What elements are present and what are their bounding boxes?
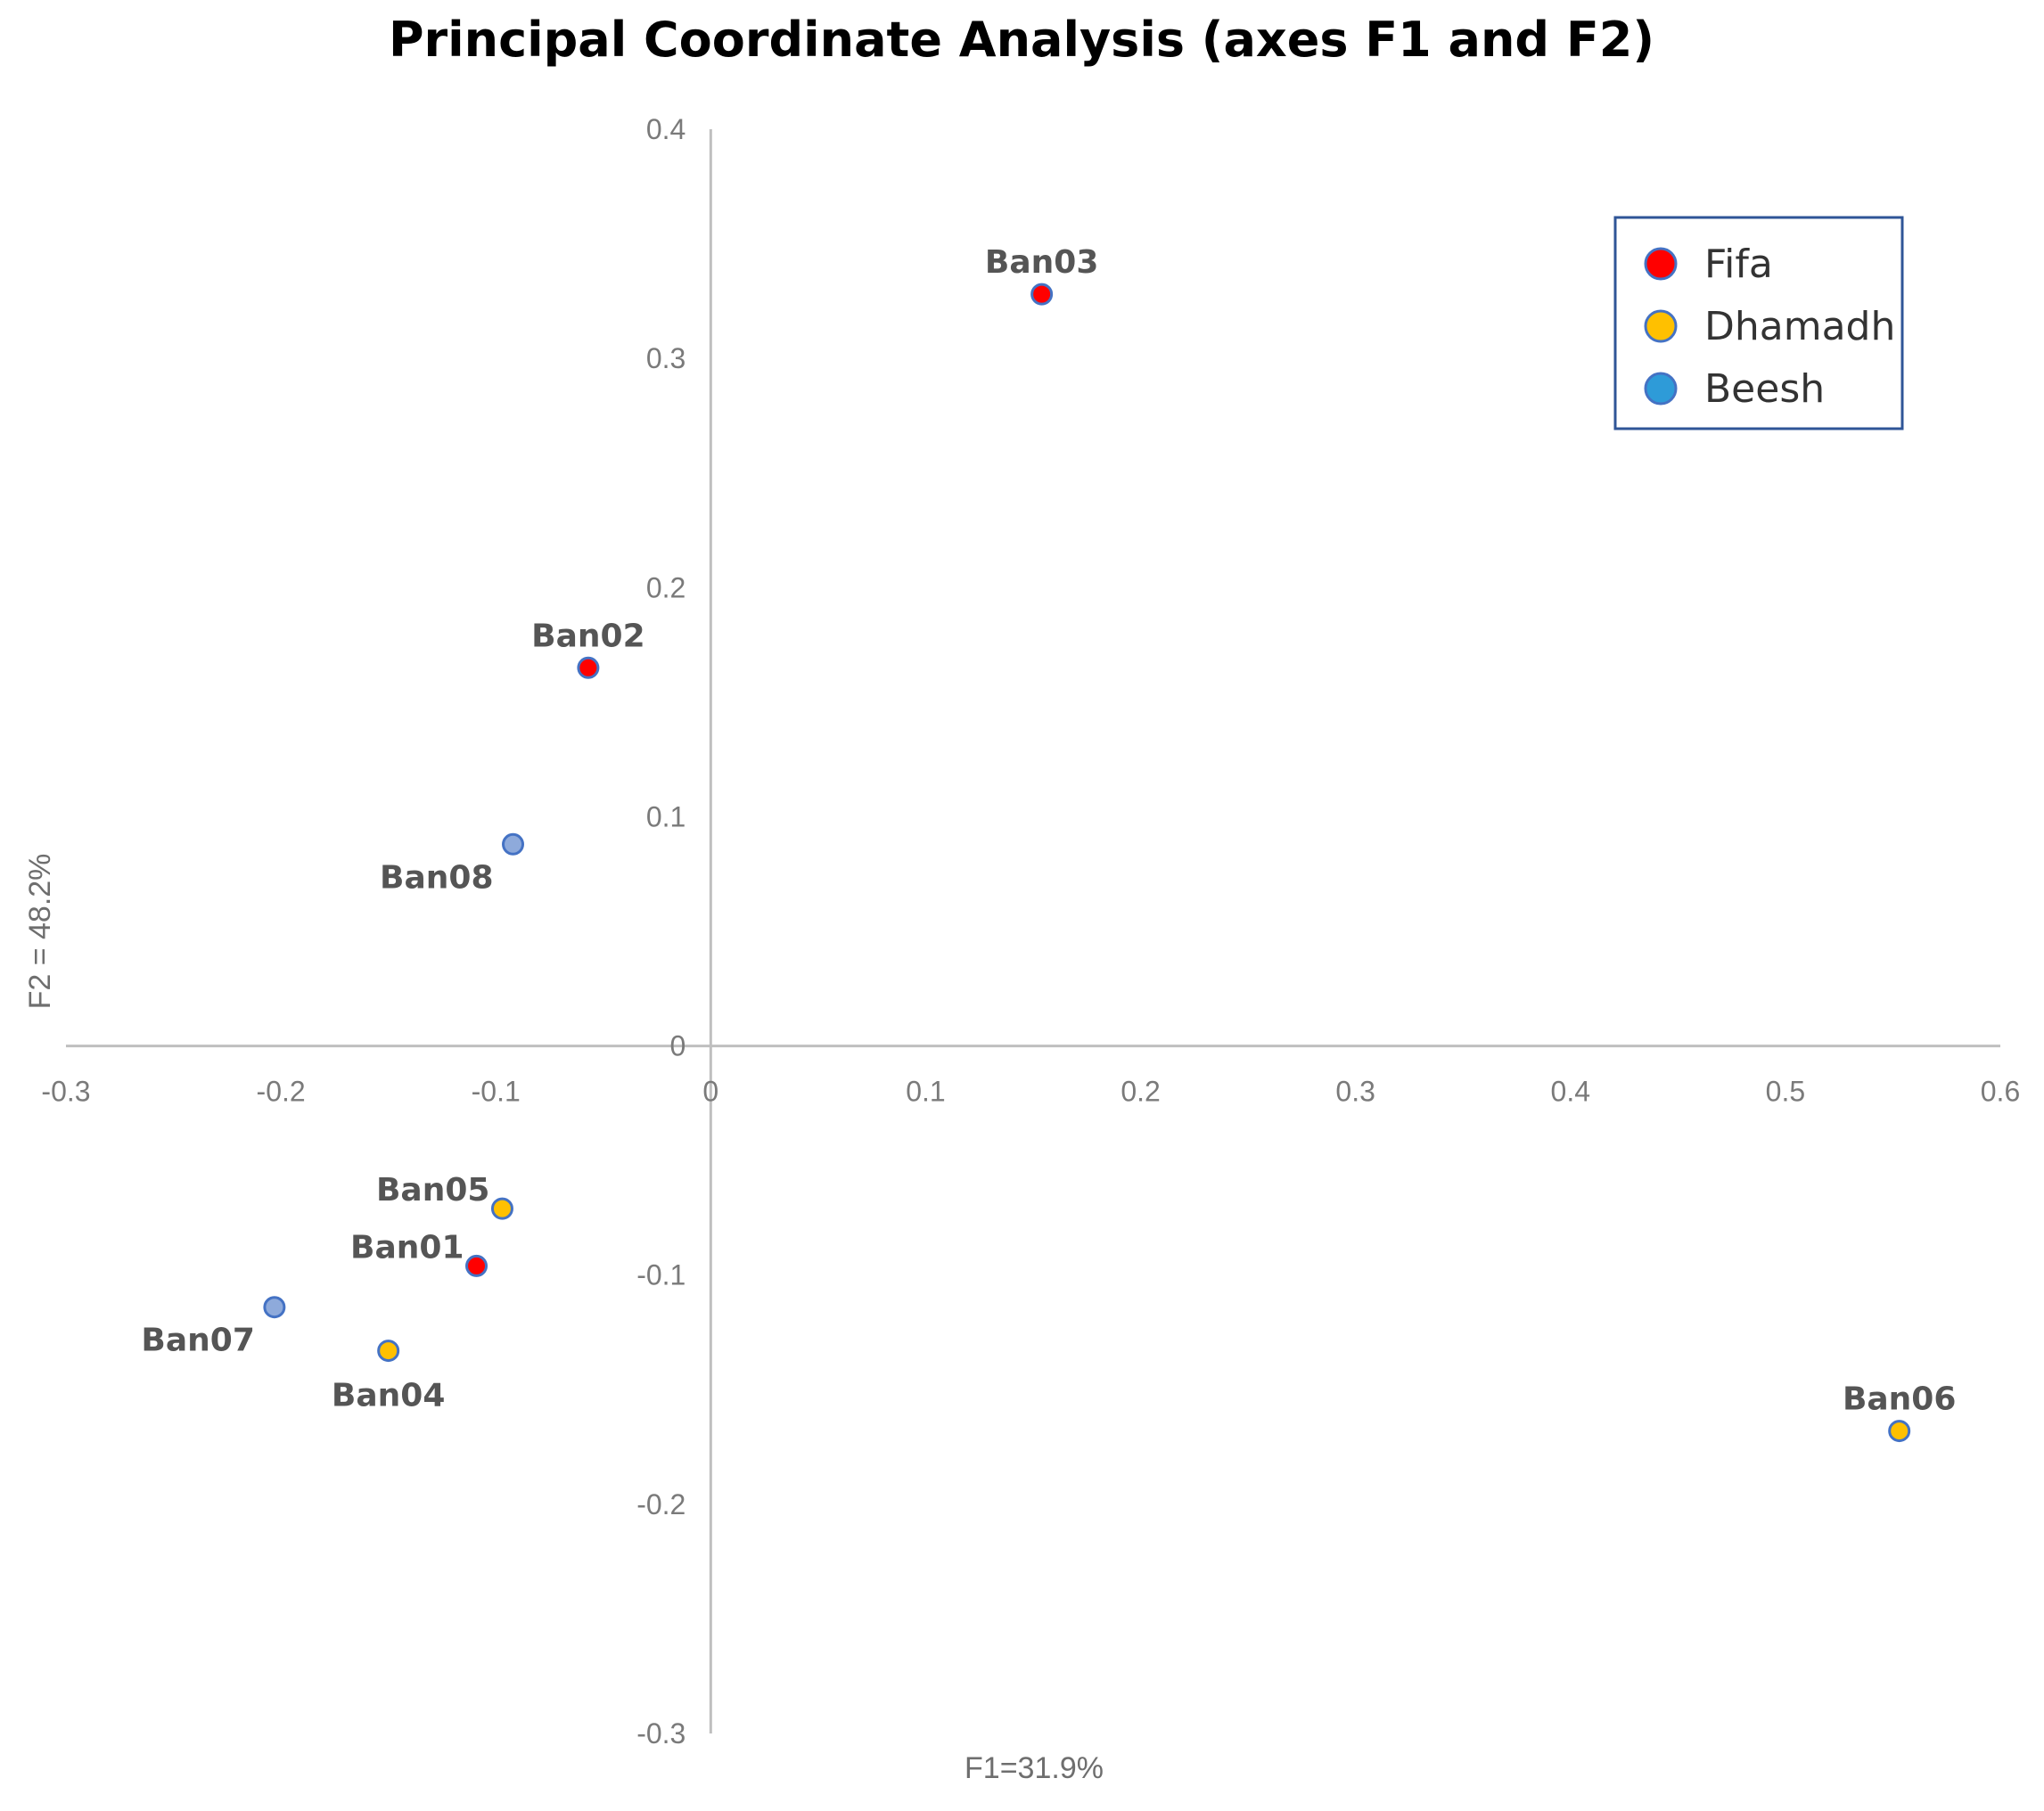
x-tick-label: 0.4	[1551, 1076, 1590, 1108]
x-tick-label: 0.5	[1766, 1076, 1805, 1108]
y-tick-label: -0.1	[636, 1259, 685, 1291]
legend-marker-fifa	[1644, 247, 1678, 281]
chart-title: Principal Coordinate Analysis (axes F1 a…	[389, 12, 1654, 68]
point-label-ban08: Ban08	[380, 859, 493, 896]
legend: Fifa Dhamadh Beesh	[1613, 216, 1904, 430]
x-tick-label: 0.6	[1981, 1076, 2020, 1108]
y-tick-label: 0	[670, 1030, 686, 1062]
x-tick-label: 0.2	[1121, 1076, 1160, 1108]
y-tick-label: -0.3	[636, 1717, 685, 1750]
point-label-ban02: Ban02	[531, 618, 644, 654]
legend-marker-beesh	[1644, 372, 1678, 406]
y-tick-label: -0.2	[636, 1488, 685, 1520]
data-points: Ban03 Ban02 Ban01 Ban05 Ban04 Ban06 Ban08 Ban07	[141, 244, 1956, 1443]
data-point-ban08	[502, 832, 525, 856]
x-axis-title: F1=31.9%	[965, 1751, 1104, 1785]
point-label-ban04: Ban04	[332, 1378, 445, 1414]
data-point-ban04	[377, 1340, 400, 1363]
point-label-ban03: Ban03	[985, 244, 1098, 281]
x-tick-label: 0.3	[1335, 1076, 1375, 1108]
point-label-ban05: Ban05	[376, 1172, 489, 1209]
x-tick-label: -0.3	[41, 1076, 90, 1108]
point-label-ban07: Ban07	[141, 1323, 254, 1359]
y-tick-label: 0.3	[646, 342, 685, 374]
data-point-ban03	[1030, 283, 1054, 306]
x-tick-label: 0	[702, 1076, 718, 1108]
legend-label-dhamadh: Dhamadh	[1704, 304, 1895, 349]
data-point-ban05	[490, 1197, 513, 1220]
point-label-ban01: Ban01	[350, 1229, 464, 1266]
legend-label-beesh: Beesh	[1704, 366, 1825, 412]
data-point-ban02	[577, 656, 600, 679]
legend-label-fifa: Fifa	[1704, 242, 1773, 287]
data-point-ban01	[465, 1254, 488, 1277]
legend-marker-dhamadh	[1644, 309, 1678, 343]
y-tick-label: 0.4	[646, 113, 685, 145]
tick-labels: -0.3 -0.2 -0.1 0 0.1 0.2 0.3 0.4 0.5 0.6 -0.3 -0.2 -…	[41, 113, 2020, 1750]
y-tick-label: 0.1	[646, 800, 685, 832]
y-tick-label: 0.2	[646, 571, 685, 603]
data-point-ban06	[1888, 1420, 1911, 1443]
x-tick-label: -0.1	[472, 1076, 521, 1108]
y-axis-title: F2 = 48.2%	[23, 854, 57, 1010]
x-tick-label: 0.1	[906, 1076, 945, 1108]
axes	[66, 129, 2000, 1733]
data-point-ban07	[263, 1296, 286, 1319]
x-tick-label: -0.2	[257, 1076, 306, 1108]
point-label-ban06: Ban06	[1843, 1381, 1956, 1418]
